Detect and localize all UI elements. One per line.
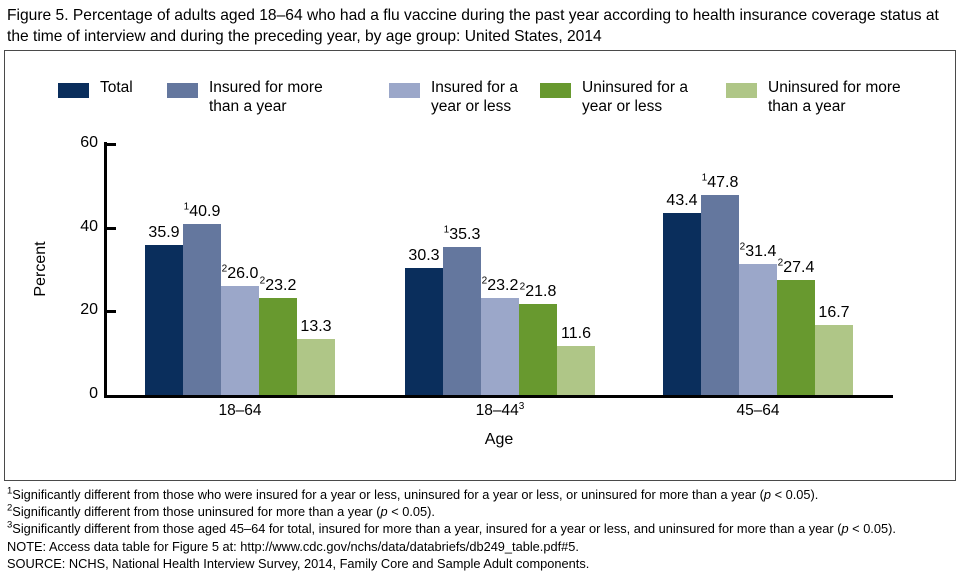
- legend-item: Insured for a year or less: [389, 79, 518, 116]
- footnote-3: 3Significantly different from those aged…: [7, 520, 955, 537]
- bar-value-label: 35.9: [148, 224, 180, 241]
- footnote-2-sup: 2: [7, 502, 13, 514]
- legend-swatch: [167, 83, 198, 98]
- bar-value-label: 13.3: [300, 318, 332, 335]
- legend-label: Total: [100, 79, 133, 96]
- x-tick-label: 45–64: [736, 402, 780, 419]
- bar: [739, 264, 777, 395]
- bar-value-label: 135.3: [443, 224, 481, 243]
- footnote-2-italic-p: p: [380, 504, 388, 520]
- y-axis-title: Percent: [32, 241, 49, 297]
- footnote-1-italic-p: p: [763, 487, 772, 502]
- bar: [557, 346, 595, 395]
- footnote-2-tail: < 0.05).: [387, 504, 435, 520]
- legend-swatch: [726, 83, 757, 98]
- legend-swatch: [540, 83, 571, 98]
- y-tick: [107, 227, 116, 230]
- bar-value-label: 221.8: [519, 281, 557, 300]
- footnote-3-tail: < 0.05).: [848, 521, 896, 537]
- bar-value-label: 11.6: [561, 325, 591, 342]
- x-axis-title: Age: [484, 431, 514, 448]
- legend-label: Uninsured for more than a year: [768, 79, 901, 115]
- y-tick: [107, 143, 116, 146]
- bar: [777, 280, 815, 395]
- figure-title: Figure 5. Percentage of adults aged 18–6…: [7, 7, 939, 45]
- footnote-1: 1Significantly different from those who …: [7, 486, 955, 503]
- bar-value-label: 227.4: [777, 257, 815, 276]
- y-tick-label: 20: [80, 301, 98, 318]
- bar-value-label: 231.4: [739, 241, 777, 260]
- bar-value-label: 30.3: [408, 247, 440, 264]
- legend-item: Uninsured for more than a year: [726, 79, 901, 116]
- figure-panel: Percent Age 0 20 40 60 35.9 30.3 43.4 140.9 135.…: [4, 50, 956, 481]
- bar: [297, 339, 335, 395]
- bar: [405, 268, 443, 395]
- bar: [443, 247, 481, 395]
- footnote-1-text: Significantly different from those who w…: [12, 487, 764, 502]
- bar: [481, 298, 519, 395]
- legend-item: Total: [58, 79, 133, 98]
- bar: [663, 213, 701, 395]
- legend-label: Insured for a year or less: [431, 79, 519, 115]
- footnote-note: NOTE: Access data table for Figure 5 at:…: [7, 538, 579, 554]
- footnote-1-sup: 1: [7, 485, 13, 497]
- plot-area: Percent Age 0 20 40 60 35.9 30.3 43.4 140.9 135.…: [5, 51, 955, 480]
- legend-item: Insured for more than a year: [167, 79, 323, 116]
- bar-value-label: 16.7: [818, 304, 850, 321]
- footnote-3-sup: 3: [7, 520, 13, 532]
- footnote-3-text: Significantly different from those aged …: [12, 521, 842, 537]
- bar-value-label: 223.2: [481, 275, 519, 294]
- y-tick-label: 60: [80, 134, 98, 151]
- bar: [183, 224, 221, 395]
- bar: [815, 325, 853, 395]
- footnotes: 1Significantly different from those who …: [7, 486, 955, 572]
- y-tick: [107, 310, 116, 313]
- x-axis-line: [104, 395, 893, 398]
- bar-value-label: 43.4: [666, 192, 698, 209]
- footnote-2: 2Significantly different from those unin…: [7, 503, 955, 520]
- y-tick-label: 40: [80, 218, 98, 235]
- legend-label: Insured for more than a year: [209, 79, 323, 115]
- y-axis-line: [104, 142, 107, 398]
- legend-item: Uninsured for a year or less: [540, 79, 688, 116]
- bar-value-label: 226.0: [221, 263, 259, 282]
- legend-swatch: [389, 83, 420, 98]
- legend-swatch: [58, 83, 89, 98]
- x-tick-label: 18–64: [218, 402, 262, 419]
- footnote-1-tail: < 0.05).: [771, 487, 819, 502]
- y-tick-label: 0: [89, 385, 98, 402]
- footnote-2-text: Significantly different from those unins…: [12, 504, 381, 520]
- bar: [221, 286, 259, 395]
- bar-value-label: 223.2: [259, 275, 297, 294]
- bar: [519, 304, 557, 395]
- bar: [259, 298, 297, 395]
- bar: [701, 195, 739, 395]
- x-tick-label: 18–443: [475, 400, 525, 419]
- footnote-source: SOURCE: NCHS, National Health Interview …: [7, 555, 590, 571]
- bar: [145, 245, 183, 395]
- bar-value-label: 140.9: [183, 201, 221, 220]
- legend-label: Uninsured for a year or less: [582, 79, 688, 115]
- bar-value-label: 147.8: [701, 172, 739, 191]
- footnote-3-italic-p: p: [841, 521, 849, 537]
